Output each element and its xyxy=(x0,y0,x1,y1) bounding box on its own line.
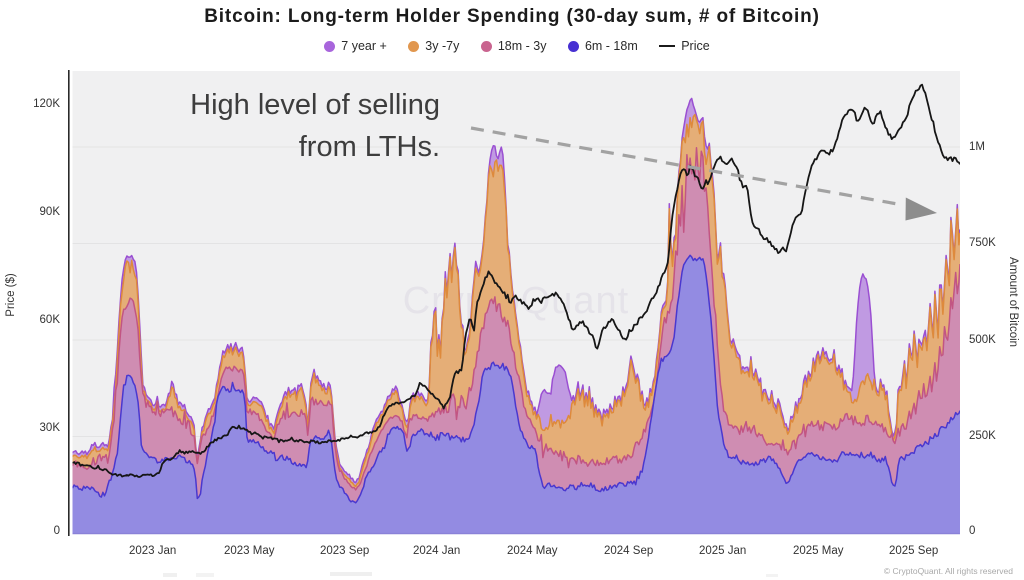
svg-text:Price ($): Price ($) xyxy=(5,273,17,317)
svg-text:from LTHs.: from LTHs. xyxy=(299,131,440,163)
svg-text:High level of selling: High level of selling xyxy=(190,89,440,121)
svg-text:Amount of Bitcoin: Amount of Bitcoin xyxy=(1007,257,1019,347)
